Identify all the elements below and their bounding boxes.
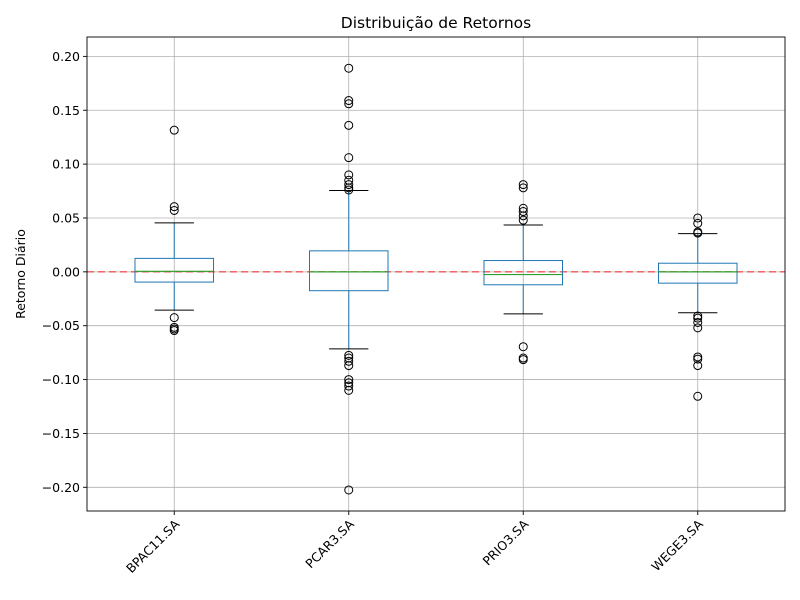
outlier-point bbox=[693, 218, 703, 228]
outlier-point bbox=[693, 313, 703, 323]
box-wege3-sa bbox=[657, 213, 738, 401]
outlier-point bbox=[693, 352, 703, 362]
outlier-point bbox=[693, 323, 703, 333]
outlier-point bbox=[693, 361, 703, 371]
y-tick-label: −0.20 bbox=[42, 480, 80, 495]
outlier-point bbox=[344, 170, 354, 180]
box-layer bbox=[134, 63, 738, 495]
outlier-point bbox=[518, 207, 528, 217]
y-tick-layer: −0.20 −0.15 −0.10 −0.05 0.00 0.05 0.10 0.15 0.20 bbox=[42, 49, 87, 495]
y-tick-label: 0.10 bbox=[52, 157, 80, 172]
y-tick-label: −0.10 bbox=[42, 372, 80, 387]
outlier-point bbox=[344, 185, 354, 195]
plot-frame bbox=[86, 36, 786, 512]
outlier-point bbox=[344, 356, 354, 366]
box-pcar3-sa bbox=[308, 63, 389, 495]
outlier-point bbox=[693, 391, 703, 401]
outlier-point bbox=[518, 180, 528, 190]
y-tick-label: −0.05 bbox=[42, 318, 80, 333]
box-prio3-sa bbox=[483, 180, 564, 365]
outlier-point bbox=[344, 153, 354, 163]
outlier-point bbox=[344, 385, 354, 395]
outlier-point bbox=[344, 96, 354, 106]
outlier-point bbox=[518, 211, 528, 221]
iqr-box bbox=[657, 262, 738, 284]
outlier-point bbox=[518, 342, 528, 352]
y-tick-label: 0.00 bbox=[52, 264, 80, 279]
box-bpac11-sa bbox=[134, 125, 215, 336]
outlier-point bbox=[344, 361, 354, 371]
outlier-point bbox=[518, 183, 528, 193]
outlier-point bbox=[169, 205, 179, 215]
outlier-point bbox=[344, 183, 354, 193]
y-tick-label: −0.15 bbox=[42, 426, 80, 441]
outlier-point bbox=[518, 215, 528, 225]
outlier-point bbox=[344, 485, 354, 495]
chart-title: Distribuição de Retornos bbox=[341, 14, 531, 32]
y-tick-label: 0.05 bbox=[52, 210, 80, 225]
outlier-point bbox=[169, 326, 179, 336]
iqr-box bbox=[308, 250, 389, 292]
outlier-point bbox=[169, 313, 179, 323]
y-tick-label: 0.20 bbox=[52, 49, 80, 64]
outlier-point bbox=[169, 202, 179, 212]
iqr-box bbox=[483, 260, 564, 286]
outlier-point bbox=[344, 99, 354, 109]
outlier-point bbox=[344, 63, 354, 73]
outlier-point bbox=[344, 120, 354, 130]
outlier-point bbox=[518, 355, 528, 365]
outlier-point bbox=[344, 180, 354, 190]
outlier-point bbox=[344, 381, 354, 391]
outlier-point bbox=[693, 354, 703, 364]
y-axis-label: Retorno Diário bbox=[13, 229, 28, 319]
iqr-box bbox=[134, 257, 215, 283]
outlier-point bbox=[693, 213, 703, 223]
y-tick-label: 0.15 bbox=[52, 103, 80, 118]
outlier-point bbox=[344, 350, 354, 360]
outlier-point bbox=[344, 375, 354, 385]
outlier-point bbox=[693, 228, 703, 238]
grid-layer bbox=[87, 37, 785, 511]
outlier-point bbox=[169, 125, 179, 135]
outlier-point bbox=[693, 317, 703, 327]
outlier-point bbox=[693, 311, 703, 321]
